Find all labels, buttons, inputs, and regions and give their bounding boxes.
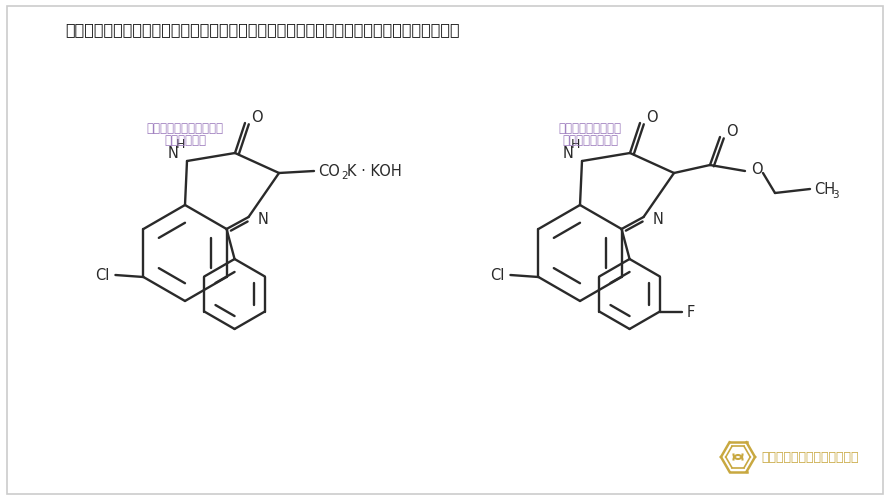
Text: O: O [251,110,263,125]
Text: Cl: Cl [490,267,505,282]
Text: （メンドン）: （メンドン） [164,133,206,146]
Text: 3: 3 [832,189,838,199]
Text: CH: CH [814,182,835,197]
Text: F: F [687,305,695,319]
Text: N: N [652,212,663,227]
Text: 2: 2 [341,171,348,181]
Text: O: O [751,162,763,177]
Text: ロフラゼプ酸エチル: ロフラゼプ酸エチル [559,122,621,135]
Text: クロラゼプ酸二カリウム（メンドン）とロフラゼプ酸エチル（メイラックス）の化学構造式: クロラゼプ酸二カリウム（メンドン）とロフラゼプ酸エチル（メイラックス）の化学構造… [65,23,459,38]
Text: （メイラックス）: （メイラックス） [562,133,618,146]
Text: K · KOH: K · KOH [347,164,401,179]
Text: N: N [257,212,268,227]
Text: CO: CO [318,164,340,179]
Text: N: N [562,146,573,161]
Text: Cl: Cl [95,267,109,282]
Text: H: H [175,137,185,150]
Text: H: H [570,137,579,150]
Text: O: O [726,124,738,139]
Text: 高津心音メンタルクリニック: 高津心音メンタルクリニック [761,450,859,463]
Text: クロラゼプ酸二カリウム: クロラゼプ酸二カリウム [147,122,223,135]
FancyBboxPatch shape [7,7,883,494]
Text: N: N [167,146,178,161]
Text: O: O [646,110,658,125]
